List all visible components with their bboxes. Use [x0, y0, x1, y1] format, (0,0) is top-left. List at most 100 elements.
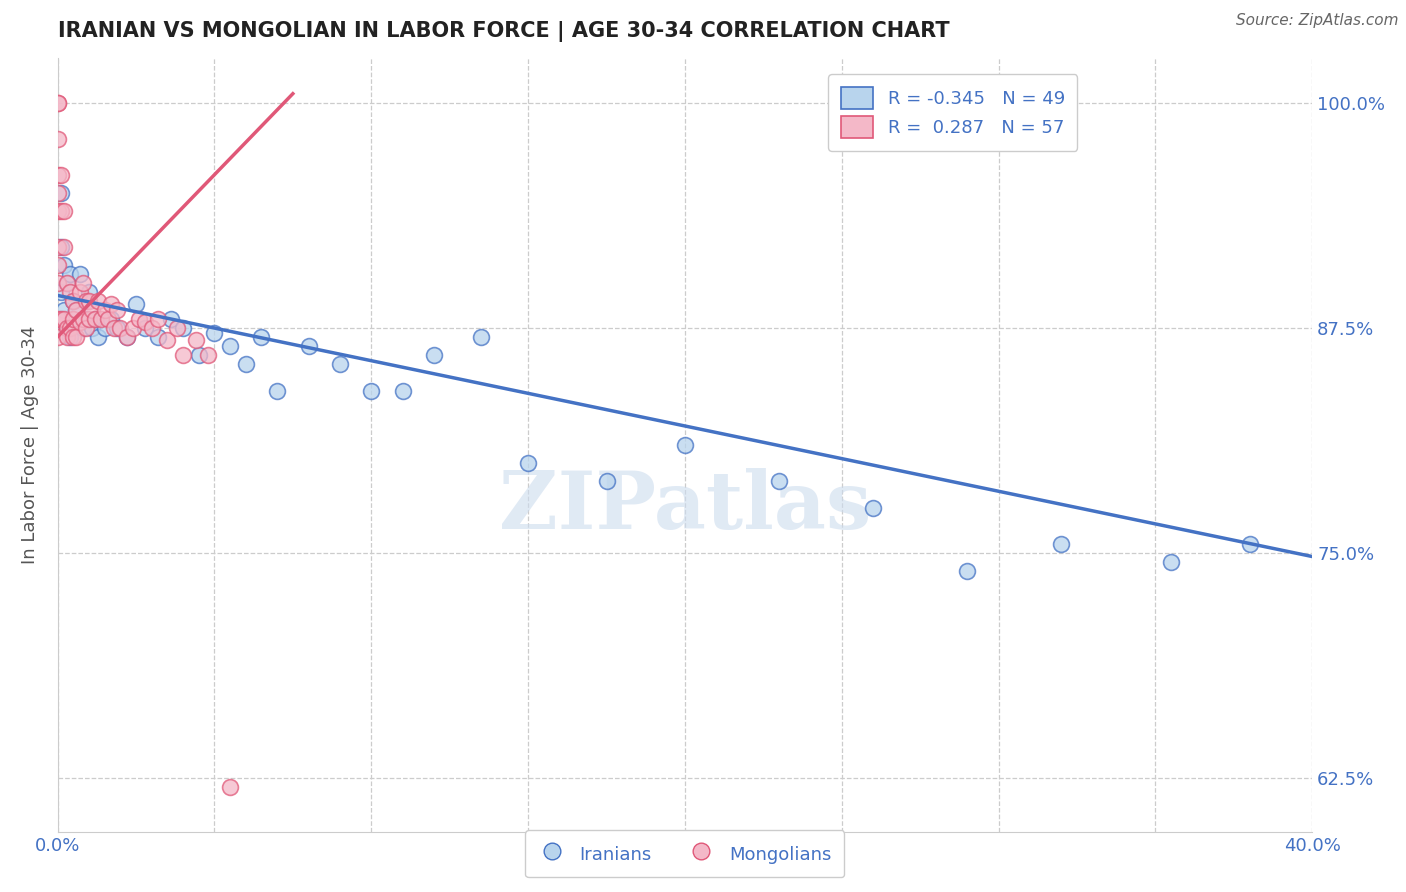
Point — [46, 186, 69, 200]
Point — [391, 384, 413, 398]
Point — [49, 186, 72, 200]
Point — [103, 321, 125, 335]
Point — [100, 297, 122, 311]
Point — [768, 474, 790, 488]
Point — [69, 267, 91, 281]
Point — [105, 321, 128, 335]
Point — [46, 330, 69, 344]
Legend: Iranians, Mongolians: Iranians, Mongolians — [526, 830, 845, 878]
Point — [250, 330, 273, 344]
Point — [77, 285, 100, 299]
Point — [59, 285, 82, 299]
Text: Source: ZipAtlas.com: Source: ZipAtlas.com — [1236, 13, 1399, 29]
Point — [146, 330, 169, 344]
Point — [184, 334, 207, 348]
Point — [80, 302, 103, 317]
Point — [62, 293, 84, 308]
Point — [69, 285, 91, 299]
Point — [105, 302, 128, 317]
Point — [62, 293, 84, 308]
Point — [46, 168, 69, 182]
Point — [87, 293, 110, 308]
Point — [65, 302, 87, 317]
Point — [134, 321, 156, 335]
Point — [141, 321, 163, 335]
Point — [197, 348, 219, 362]
Point — [46, 95, 69, 110]
Point — [72, 311, 94, 326]
Point — [235, 357, 257, 371]
Point — [1160, 555, 1182, 569]
Point — [56, 276, 79, 290]
Point — [595, 474, 617, 488]
Point — [59, 330, 82, 344]
Point — [84, 311, 107, 326]
Point — [172, 321, 194, 335]
Point — [52, 240, 75, 254]
Point — [46, 258, 69, 272]
Point — [187, 348, 209, 362]
Point — [956, 564, 979, 578]
Point — [159, 311, 181, 326]
Point — [75, 293, 97, 308]
Point — [219, 339, 242, 353]
Point — [204, 326, 226, 341]
Point — [146, 311, 169, 326]
Point — [59, 267, 82, 281]
Point — [77, 311, 100, 326]
Point — [156, 334, 179, 348]
Point — [52, 302, 75, 317]
Text: IRANIAN VS MONGOLIAN IN LABOR FORCE | AGE 30-34 CORRELATION CHART: IRANIAN VS MONGOLIAN IN LABOR FORCE | AG… — [58, 21, 949, 42]
Point — [93, 321, 115, 335]
Point — [219, 780, 242, 794]
Point — [470, 330, 492, 344]
Point — [46, 276, 69, 290]
Point — [52, 258, 75, 272]
Point — [56, 321, 79, 335]
Point — [46, 132, 69, 146]
Point — [49, 285, 72, 299]
Point — [46, 311, 69, 326]
Point — [90, 311, 112, 326]
Point — [1050, 537, 1073, 551]
Point — [862, 500, 884, 515]
Point — [49, 240, 72, 254]
Point — [62, 311, 84, 326]
Point — [110, 321, 132, 335]
Point — [59, 321, 82, 335]
Point — [423, 348, 446, 362]
Point — [65, 330, 87, 344]
Point — [100, 311, 122, 326]
Point — [125, 297, 148, 311]
Point — [46, 203, 69, 218]
Point — [75, 321, 97, 335]
Point — [87, 330, 110, 344]
Y-axis label: In Labor Force | Age 30-34: In Labor Force | Age 30-34 — [21, 326, 39, 564]
Point — [266, 384, 288, 398]
Point — [115, 330, 138, 344]
Point — [172, 348, 194, 362]
Point — [52, 311, 75, 326]
Point — [49, 203, 72, 218]
Point — [80, 321, 103, 335]
Point — [62, 330, 84, 344]
Point — [49, 168, 72, 182]
Point — [56, 330, 79, 344]
Point — [49, 311, 72, 326]
Point — [49, 311, 72, 326]
Point — [97, 311, 120, 326]
Point — [1239, 537, 1261, 551]
Point — [65, 302, 87, 317]
Point — [360, 384, 382, 398]
Point — [115, 330, 138, 344]
Point — [72, 321, 94, 335]
Point — [297, 339, 319, 353]
Point — [75, 311, 97, 326]
Point — [77, 293, 100, 308]
Point — [93, 302, 115, 317]
Text: ZIPatlas: ZIPatlas — [499, 467, 872, 546]
Point — [166, 321, 188, 335]
Point — [56, 321, 79, 335]
Point — [128, 311, 150, 326]
Point — [517, 456, 540, 470]
